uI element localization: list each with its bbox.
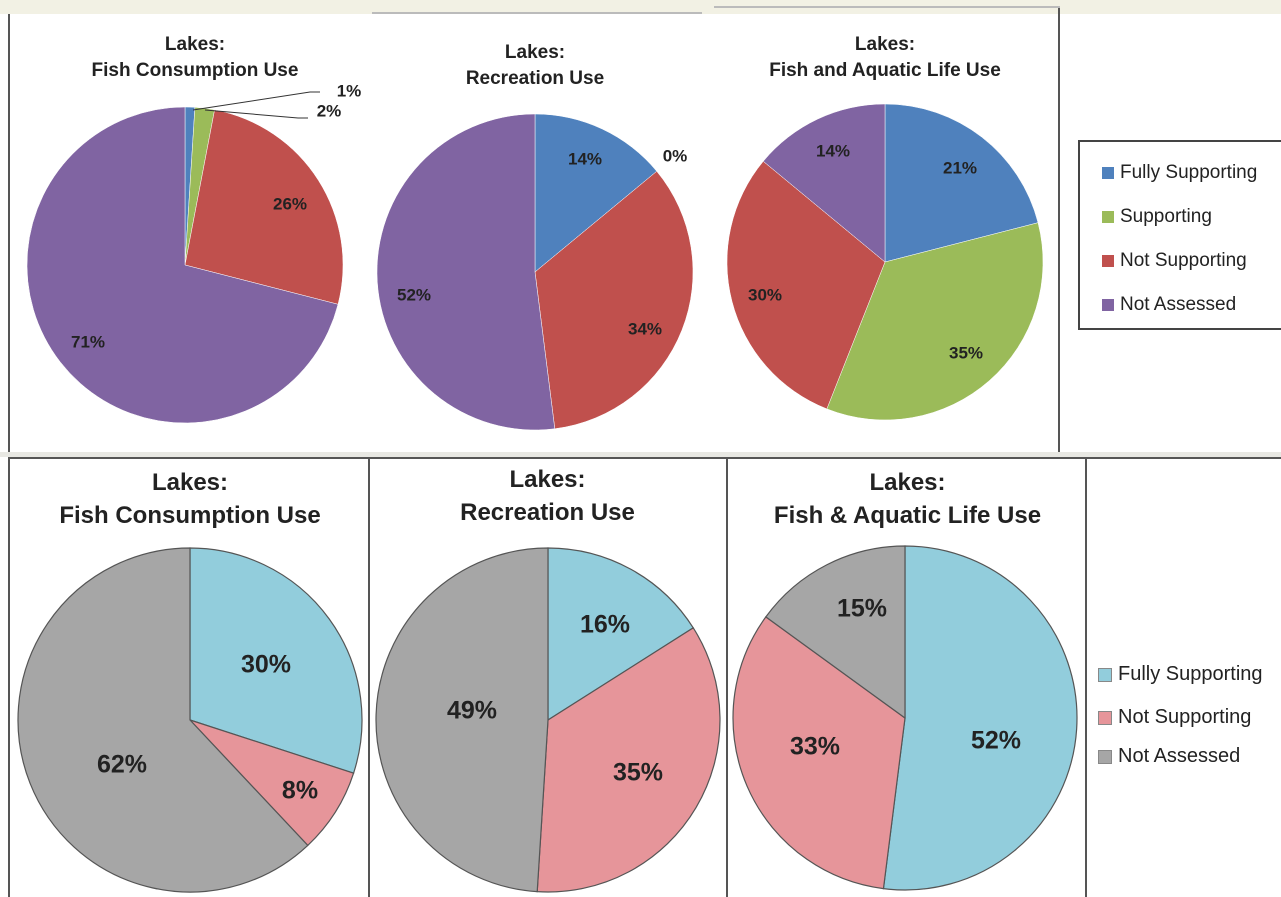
legend-item: Fully Supporting	[1102, 162, 1257, 184]
data-label: 52%	[971, 727, 1021, 755]
pie-slice-fully-supporting	[534, 113, 658, 273]
panel-border	[372, 12, 702, 14]
row-divider	[0, 452, 1281, 457]
legend-item: Not Assessed	[1098, 745, 1240, 768]
legend-swatch	[1102, 254, 1114, 267]
pie-slice-not-assessed	[376, 113, 556, 431]
data-label: 62%	[97, 751, 147, 779]
pie-slice-fully-supporting	[884, 103, 1039, 263]
data-label: 14%	[568, 149, 602, 168]
leader-line	[192, 91, 320, 111]
data-label: 26%	[273, 194, 307, 213]
leader-line	[204, 109, 308, 119]
panel-border	[714, 6, 1060, 8]
data-label: 1%	[337, 81, 362, 100]
data-label: 34%	[628, 319, 662, 338]
pie-slice-not-assessed	[762, 103, 886, 263]
data-label: 30%	[748, 285, 782, 304]
pie-slice-not-assessed	[17, 547, 309, 893]
pie-slice-fully-supporting	[882, 545, 1078, 891]
legend-swatch	[1098, 667, 1112, 682]
data-label: 33%	[790, 733, 840, 761]
chart-title-1: Lakes: Fish Consumption Use	[91, 34, 299, 81]
legend-swatch	[1098, 710, 1112, 725]
data-label: 2%	[317, 101, 342, 120]
data-label: 8%	[282, 777, 318, 805]
data-label: 0%	[663, 146, 688, 165]
pie-slice-not-assessed	[375, 547, 549, 893]
pie-slice-not-supporting	[726, 160, 886, 410]
panel-border	[8, 14, 10, 454]
chart-title-3: Lakes: Fish and Aquatic Life Use	[769, 34, 1001, 81]
legend-item: Supporting	[1102, 206, 1212, 228]
panel-border	[368, 457, 370, 897]
data-label: 52%	[397, 285, 431, 304]
data-label: 21%	[943, 158, 977, 177]
data-label: 71%	[71, 332, 105, 351]
legend-swatch	[1098, 749, 1112, 764]
data-label: 49%	[447, 697, 497, 725]
chart-title-5: Lakes: Recreation Use	[460, 466, 635, 526]
pie-slice-not-assessed	[26, 106, 339, 424]
legend-item: Fully Supporting	[1098, 663, 1263, 686]
panel-border	[726, 457, 728, 897]
legend-item: Not Assessed	[1102, 294, 1236, 316]
legend-item: Not Supporting	[1102, 250, 1247, 272]
data-label: 30%	[241, 651, 291, 679]
panel-border	[1058, 8, 1060, 452]
legend-swatch	[1102, 210, 1114, 223]
chart-title-4: Lakes: Fish Consumption Use	[59, 469, 321, 529]
data-label: 16%	[580, 611, 630, 639]
data-label: 15%	[837, 595, 887, 623]
chart-title-6: Lakes: Fish & Aquatic Life Use	[773, 469, 1042, 529]
chart-title-2: Lakes: Recreation Use	[465, 42, 605, 89]
panel-border	[8, 457, 10, 897]
pie-slice-not-assessed	[765, 545, 906, 720]
legend-swatch	[1102, 166, 1114, 179]
pie-slice-not-supporting	[732, 616, 906, 890]
pie-slice-fully-supporting	[189, 547, 363, 774]
pie-slice-not-supporting	[534, 170, 694, 430]
pie-slice-supporting	[826, 222, 1044, 421]
data-label: 14%	[816, 141, 850, 160]
panel-border	[1085, 457, 1087, 897]
pie-slice-not-supporting	[536, 627, 721, 893]
data-label: 35%	[613, 759, 663, 787]
pie-slice-not-supporting	[184, 109, 344, 305]
top-strip	[0, 0, 1281, 14]
legend-item: Not Supporting	[1098, 706, 1251, 729]
data-label: 35%	[949, 343, 983, 362]
pie-slice-fully-supporting	[547, 547, 695, 722]
legend-swatch	[1102, 298, 1114, 311]
legend-top: Fully Supporting Supporting Not Supporti…	[1078, 140, 1281, 330]
panel-border	[8, 457, 1281, 459]
